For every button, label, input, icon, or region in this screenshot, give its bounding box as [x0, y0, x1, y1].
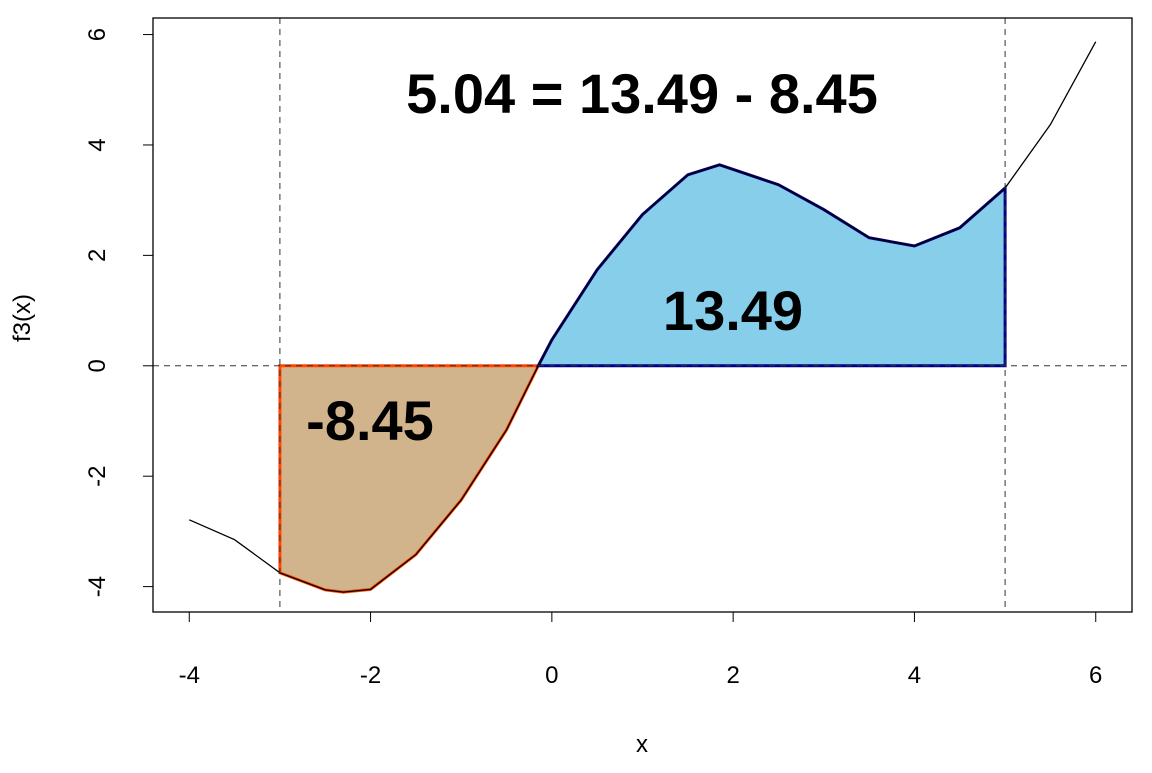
y-tick-label: -4 [84, 576, 111, 597]
x-tick-label: 6 [1089, 662, 1102, 689]
x-tick-label: 4 [908, 662, 921, 689]
x-axis-label: x [636, 731, 648, 758]
chart-title: 5.04 = 13.49 - 8.45 [406, 62, 878, 125]
x-tick-label: 0 [545, 662, 558, 689]
x-tick-label: -2 [360, 662, 381, 689]
y-tick-label: 4 [84, 138, 111, 151]
y-tick-label: -2 [84, 466, 111, 487]
x-tick-label: 2 [726, 662, 739, 689]
x-tick-label: -4 [179, 662, 200, 689]
region-label: -8.45 [306, 389, 434, 452]
y-tick-label: 6 [84, 28, 111, 41]
y-tick-label: 2 [84, 249, 111, 262]
curve [188, 41, 1097, 593]
y-axis-label: f3(x) [9, 294, 36, 342]
y-tick-label: 0 [84, 359, 111, 372]
region-label: 13.49 [663, 279, 803, 342]
